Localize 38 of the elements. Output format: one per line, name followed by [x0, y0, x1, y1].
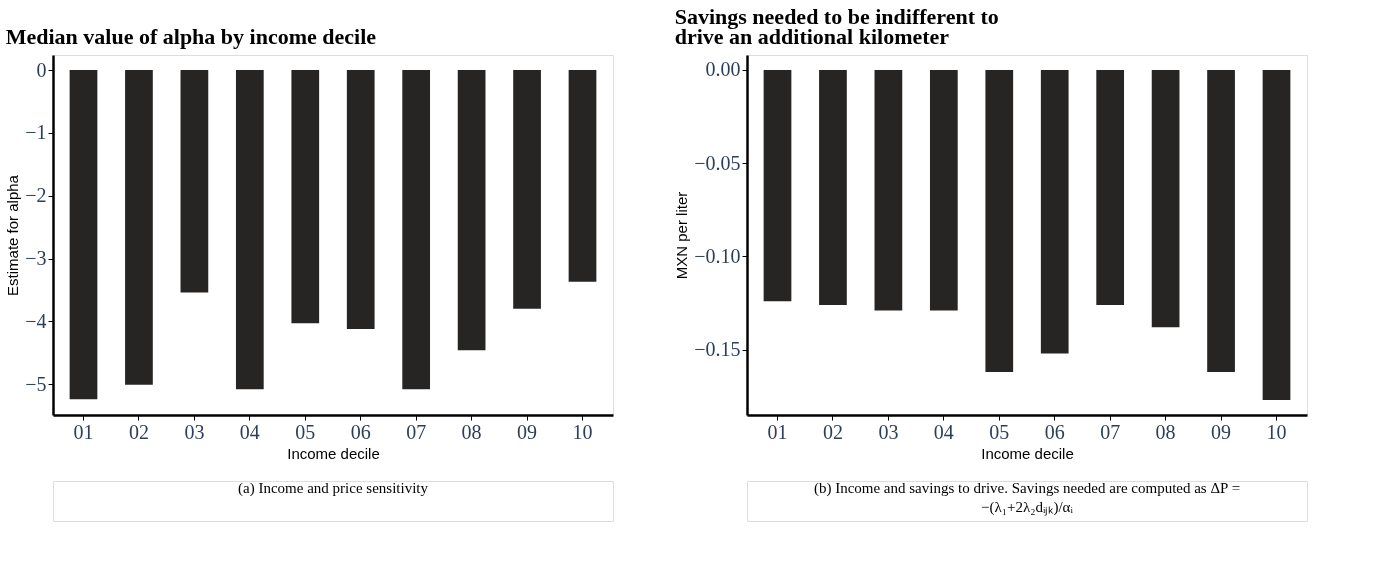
x-tick-label: 09 — [1211, 420, 1232, 443]
y-tick-label: −0.05 — [694, 151, 741, 174]
x-tick-label: 01 — [767, 420, 788, 443]
y-tick-label: −0.10 — [694, 244, 741, 267]
y-tick-label: −3 — [25, 247, 47, 270]
text: (b) Income and savings to drive. Savings needed are computed as ΔP = −(λ₁+2λ₂dᵢⱼₖ)/αᵢ — [813, 480, 1241, 516]
x-tick-label: 05 — [295, 420, 316, 443]
x-axis-title: Income decile — [981, 444, 1074, 462]
x-tick-label: 09 — [517, 420, 538, 443]
x-axis-title: Income decile — [287, 444, 380, 462]
x-tick-label: 08 — [461, 420, 482, 443]
chart-title: Savings needed to be indifferent to drive an additional kilometer — [674, 4, 999, 49]
x-tick-label: 04 — [239, 420, 260, 443]
x-tick-label: 02 — [128, 420, 149, 443]
x-tick-label: 03 — [184, 420, 205, 443]
y-tick-label: −1 — [25, 121, 47, 144]
x-tick-label: 07 — [1100, 420, 1121, 443]
x-tick-label: 07 — [406, 420, 427, 443]
x-tick-label: 10 — [572, 420, 593, 443]
y-tick-label: −2 — [25, 184, 47, 207]
x-tick-label: 04 — [933, 420, 954, 443]
y-tick-label: 0 — [36, 58, 47, 81]
x-tick-label: 06 — [350, 420, 371, 443]
x-tick-label: 02 — [822, 420, 843, 443]
x-tick-label: 08 — [1155, 420, 1176, 443]
x-tick-label: 01 — [73, 420, 94, 443]
text: (a) Income and price sensitivity — [238, 480, 429, 497]
x-tick-label: 05 — [989, 420, 1010, 443]
y-tick-label: −5 — [25, 372, 47, 395]
y-tick-label: −0.15 — [694, 338, 741, 361]
y-axis-title: Estimate for alpha — [4, 174, 22, 296]
y-axis-title: MXN per liter — [673, 191, 691, 280]
x-tick-label: 10 — [1266, 420, 1287, 443]
x-tick-label: 06 — [1044, 420, 1065, 443]
x-tick-label: 03 — [878, 420, 899, 443]
chart-title: Median value of alpha by income decile — [5, 24, 377, 49]
y-tick-label: 0.00 — [705, 58, 741, 81]
y-tick-label: −4 — [25, 309, 47, 332]
